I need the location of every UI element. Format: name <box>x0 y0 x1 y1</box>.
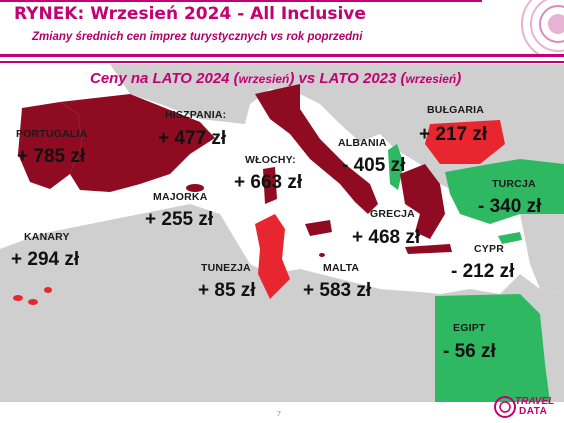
value-spain: + 477 zł <box>158 128 227 149</box>
slide-subtitle: Zmiany średnich cen imprez turystycznych… <box>32 31 363 43</box>
region-greece <box>400 164 445 239</box>
value-egypt: - 56 zł <box>443 341 496 362</box>
region-spain <box>60 94 215 192</box>
region-crete <box>405 244 452 254</box>
value-bulgaria: + 217 zł <box>419 124 488 145</box>
region-canary-1 <box>13 295 23 301</box>
label-spain: HISZPANIA: <box>165 109 227 121</box>
page-number: 7 <box>277 411 281 418</box>
logo-data-text: DATA <box>519 406 548 417</box>
label-canary: KANARY <box>24 231 70 243</box>
region-majorca <box>186 184 204 192</box>
label-cyprus: CYPR <box>474 243 504 255</box>
region-sardinia <box>263 167 277 204</box>
region-albania <box>388 144 404 190</box>
value-italy: + 663 zł <box>234 172 303 193</box>
value-canary: + 294 zł <box>11 249 80 270</box>
label-greece: GRECJA <box>370 208 415 220</box>
label-turkey: TURCJA <box>492 178 536 190</box>
region-cyprus <box>498 232 522 244</box>
value-tunisia: + 85 zł <box>198 280 256 301</box>
header-part2: ) vs LATO 2023 ( <box>289 70 406 87</box>
header-part2-small: wrzesień <box>405 72 457 86</box>
region-bulgaria <box>425 120 505 164</box>
region-sicily <box>305 220 332 236</box>
label-bulgaria: BUŁGARIA <box>427 104 485 116</box>
value-majorca: + 255 zł <box>145 209 214 230</box>
value-greece: + 468 zł <box>352 227 421 248</box>
footer-divider <box>0 0 482 2</box>
region-turkey <box>445 159 564 224</box>
land-europe <box>110 64 564 199</box>
value-albania: - 405 zł <box>342 155 406 176</box>
title-divider-secondary <box>0 61 564 63</box>
label-egypt: EGIPT <box>453 322 486 334</box>
region-egypt <box>435 294 550 402</box>
region-malta <box>319 253 325 257</box>
land-africa <box>0 204 564 402</box>
region-canary-3 <box>44 287 52 293</box>
label-majorca: MAJORKA <box>153 191 208 203</box>
title-divider <box>0 54 564 57</box>
label-tunisia: TUNEZJA <box>201 262 251 274</box>
corner-decoration-icon <box>521 0 564 54</box>
region-italy <box>255 84 378 214</box>
label-italy: WŁOCHY: <box>245 154 296 166</box>
land-levant <box>520 214 564 294</box>
label-albania: ALBANIA <box>338 137 387 149</box>
value-cyprus: - 212 zł <box>451 261 515 282</box>
comparison-header: Ceny na LATO 2024 (wrzesień) vs LATO 202… <box>90 70 461 87</box>
label-portugal: PORTUGALIA <box>16 128 88 140</box>
value-turkey: - 340 zł <box>478 196 542 217</box>
header-part1: Ceny na LATO 2024 ( <box>90 70 239 87</box>
mediterranean-map <box>0 64 564 402</box>
logo-travel-text: TRAVEL <box>515 396 555 407</box>
label-malta: MALTA <box>323 262 360 274</box>
region-canary-2 <box>28 299 38 305</box>
value-malta: + 583 zł <box>303 280 372 301</box>
header-part1-small: wrzesień <box>238 72 290 86</box>
slide-title: RYNEK: Wrzesień 2024 - All Inclusive <box>14 4 366 24</box>
travel-data-logo-icon <box>494 396 516 418</box>
region-portugal <box>18 102 82 189</box>
header-part3: ) <box>456 70 462 87</box>
value-portugal: + 785 zł <box>17 146 86 167</box>
region-tunisia <box>255 214 290 299</box>
